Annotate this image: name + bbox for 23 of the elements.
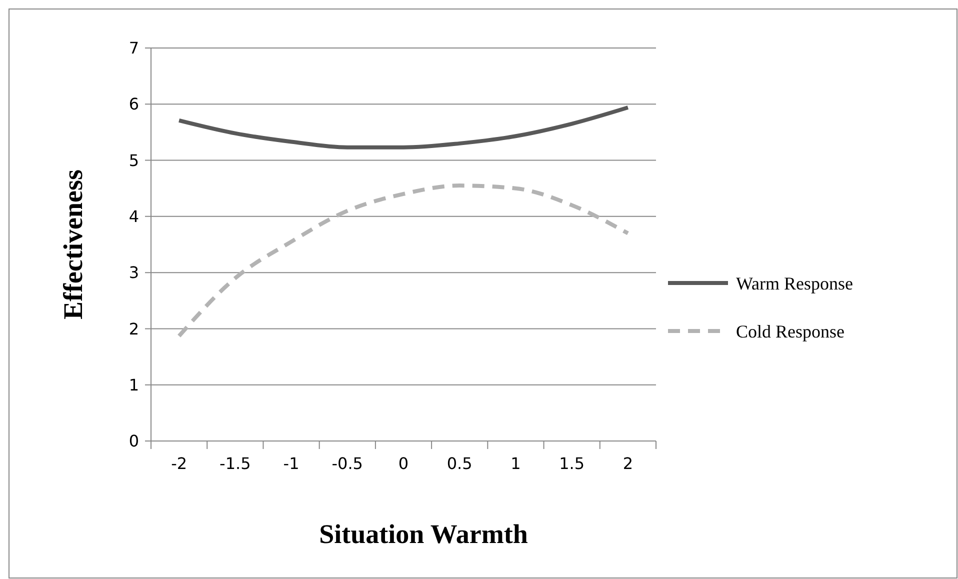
y-tick-label: 3: [128, 263, 139, 282]
legend-label: Cold Response: [736, 321, 845, 342]
y-tick-label: 2: [128, 319, 139, 338]
y-tick-label: 5: [128, 150, 139, 170]
y-tick-label: 0: [128, 432, 139, 451]
line-series: [177, 106, 630, 150]
y-tick-label: 6: [128, 94, 139, 114]
x-tick-label: -1: [283, 454, 300, 473]
y-tick-label: 4: [128, 207, 139, 226]
line-series: [177, 184, 630, 338]
legend-label: Warm Response: [736, 273, 854, 294]
y-axis-title: Effectiveness: [58, 170, 88, 320]
x-tick-label: -1.5: [220, 454, 251, 473]
x-tick-label: -2: [171, 454, 188, 473]
x-tick-label: 0.5: [446, 454, 472, 473]
x-tick-label: 2: [622, 454, 634, 473]
x-tick-label: 1.5: [559, 454, 585, 473]
x-tick-label: 1: [510, 454, 521, 473]
x-axis-title: Situation Warmth: [319, 519, 528, 549]
x-tick-label: 0: [398, 454, 409, 473]
x-tick-label: -0.5: [332, 454, 363, 473]
y-tick-label: 7: [128, 38, 139, 58]
y-tick-label: 1: [128, 375, 139, 394]
